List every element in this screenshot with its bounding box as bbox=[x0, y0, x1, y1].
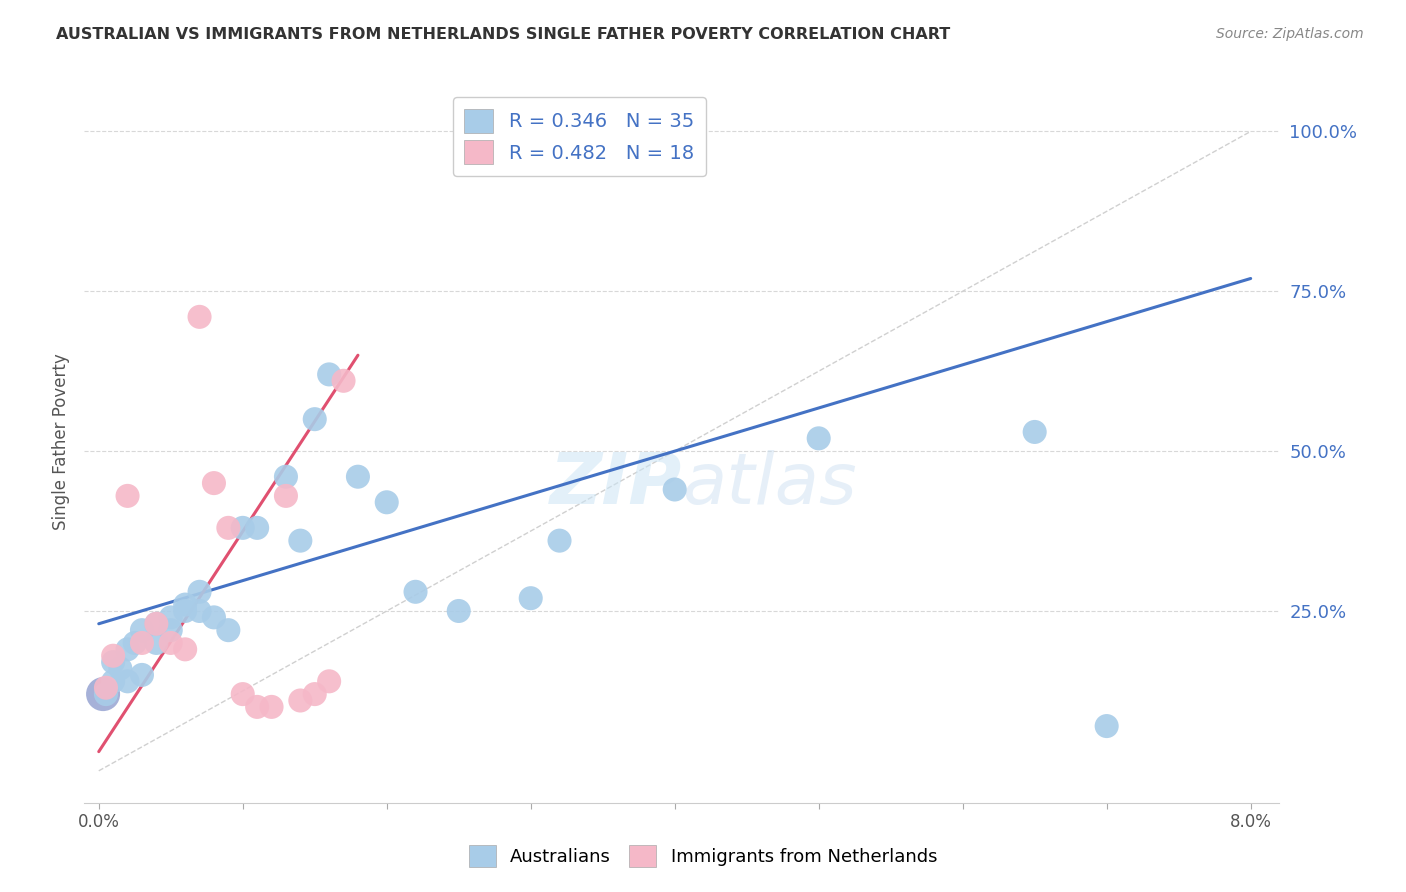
Point bbox=[304, 687, 326, 701]
Point bbox=[246, 521, 269, 535]
Legend: R = 0.346   N = 35, R = 0.482   N = 18: R = 0.346 N = 35, R = 0.482 N = 18 bbox=[453, 97, 706, 176]
Point bbox=[548, 533, 571, 548]
Point bbox=[347, 469, 370, 483]
Point bbox=[110, 661, 132, 675]
Point bbox=[332, 374, 354, 388]
Text: AUSTRALIAN VS IMMIGRANTS FROM NETHERLANDS SINGLE FATHER POVERTY CORRELATION CHAR: AUSTRALIAN VS IMMIGRANTS FROM NETHERLAND… bbox=[56, 27, 950, 42]
Point bbox=[94, 681, 117, 695]
Point bbox=[101, 655, 124, 669]
Point bbox=[174, 604, 197, 618]
Text: ZIP: ZIP bbox=[550, 450, 682, 519]
Point bbox=[405, 584, 427, 599]
Point bbox=[519, 591, 541, 606]
Point bbox=[188, 604, 211, 618]
Point bbox=[131, 636, 153, 650]
Point bbox=[375, 495, 398, 509]
Point bbox=[232, 521, 254, 535]
Point bbox=[91, 687, 114, 701]
Legend: Australians, Immigrants from Netherlands: Australians, Immigrants from Netherlands bbox=[461, 838, 945, 874]
Point bbox=[101, 674, 124, 689]
Text: Source: ZipAtlas.com: Source: ZipAtlas.com bbox=[1216, 27, 1364, 41]
Point bbox=[202, 476, 225, 491]
Text: atlas: atlas bbox=[682, 450, 856, 519]
Point bbox=[290, 533, 312, 548]
Y-axis label: Single Father Poverty: Single Father Poverty bbox=[52, 353, 70, 530]
Point bbox=[174, 598, 197, 612]
Point bbox=[290, 693, 312, 707]
Point bbox=[145, 636, 167, 650]
Point bbox=[94, 687, 117, 701]
Point bbox=[807, 431, 830, 445]
Point bbox=[159, 623, 181, 637]
Point bbox=[318, 674, 340, 689]
Point bbox=[260, 699, 283, 714]
Point bbox=[159, 610, 181, 624]
Point bbox=[274, 489, 297, 503]
Point bbox=[117, 674, 139, 689]
Point bbox=[188, 310, 211, 324]
Point bbox=[232, 687, 254, 701]
Point bbox=[124, 636, 146, 650]
Point bbox=[664, 483, 686, 497]
Point bbox=[145, 616, 167, 631]
Point bbox=[131, 623, 153, 637]
Point bbox=[1024, 425, 1046, 439]
Point bbox=[1095, 719, 1118, 733]
Point bbox=[274, 469, 297, 483]
Point bbox=[159, 636, 181, 650]
Point bbox=[202, 610, 225, 624]
Point bbox=[101, 648, 124, 663]
Point bbox=[217, 623, 239, 637]
Point bbox=[117, 489, 139, 503]
Point bbox=[217, 521, 239, 535]
Point bbox=[304, 412, 326, 426]
Point bbox=[174, 642, 197, 657]
Point bbox=[145, 616, 167, 631]
Point bbox=[117, 642, 139, 657]
Point bbox=[246, 699, 269, 714]
Point bbox=[188, 584, 211, 599]
Point bbox=[131, 668, 153, 682]
Point bbox=[318, 368, 340, 382]
Point bbox=[447, 604, 470, 618]
